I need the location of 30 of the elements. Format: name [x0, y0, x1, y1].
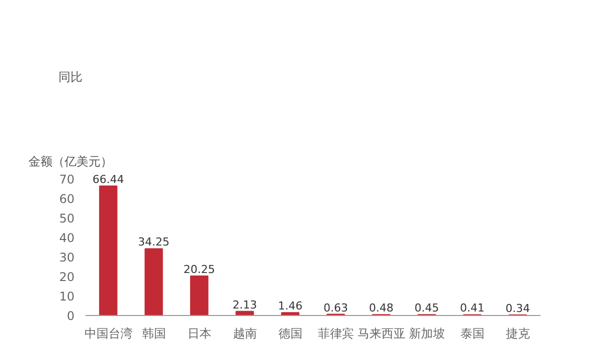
- data-label: 0.34: [506, 302, 530, 315]
- y-tick-label: 60: [59, 192, 75, 206]
- x-tick-label: 中国台湾: [84, 326, 132, 340]
- y-axis-title: 金额（亿美元）: [28, 154, 112, 168]
- x-tick-label: 马来西亚: [357, 326, 406, 340]
- x-tick-label: 菲律宾: [318, 326, 354, 340]
- y-tick-label: 20: [59, 270, 75, 284]
- data-label: 0.45: [414, 302, 440, 315]
- x-tick-label: 德国: [278, 326, 302, 340]
- y-tick-label: 0: [66, 309, 75, 323]
- x-tick-label: 新加坡: [408, 326, 445, 340]
- data-label: 1.46: [278, 300, 303, 313]
- x-tick-label: 捷克: [506, 326, 530, 340]
- data-label: 0.48: [369, 302, 394, 315]
- data-label: 0.63: [324, 301, 348, 314]
- y-tick-label: 10: [59, 290, 75, 304]
- data-label: 66.44: [92, 172, 124, 186]
- data-label: 34.25: [138, 236, 170, 249]
- y-tick-label: 30: [59, 250, 75, 265]
- x-tick-label: 韩国: [142, 326, 166, 340]
- x-tick-label: 日本: [187, 326, 212, 340]
- x-tick-label: 泰国: [460, 326, 484, 340]
- y-tick-label: 40: [59, 231, 75, 246]
- data-label: 20.25: [184, 263, 216, 276]
- x-tick-label: 越南: [232, 326, 257, 340]
- y-tick-label: 70: [59, 172, 75, 187]
- data-label: 0.41: [460, 302, 485, 315]
- data-label: 2.13: [232, 298, 258, 312]
- chart-title: 同比: [58, 70, 82, 84]
- y-tick-label: 50: [59, 212, 75, 226]
